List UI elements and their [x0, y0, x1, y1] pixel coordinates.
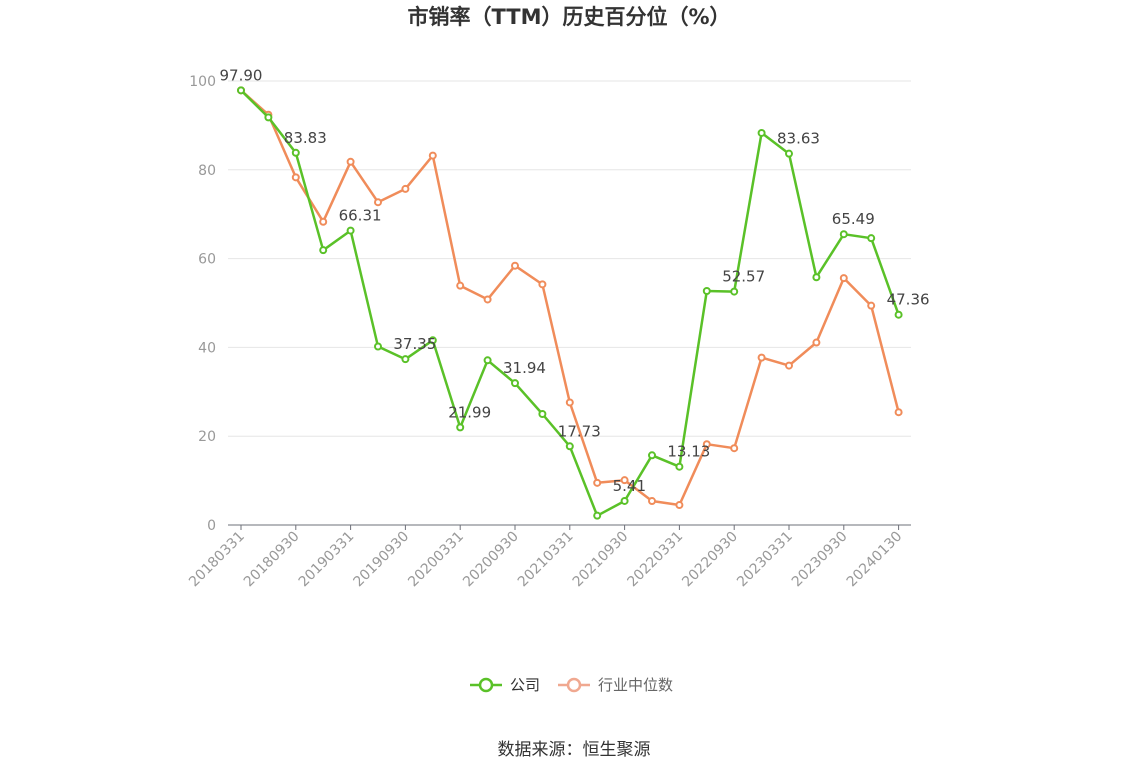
data-point — [867, 234, 876, 243]
x-tick-label: 20210331 — [515, 529, 577, 591]
data-point — [319, 217, 328, 226]
data-point — [456, 423, 465, 432]
data-point — [483, 295, 492, 304]
data-point — [785, 149, 793, 158]
data-point — [401, 355, 410, 364]
y-tick-label: 40 — [198, 340, 216, 356]
data-point — [401, 184, 410, 193]
data-label: 66.31 — [339, 207, 382, 225]
data-label: 65.49 — [832, 210, 875, 228]
data-point — [264, 113, 273, 122]
y-tick-label: 60 — [198, 252, 216, 268]
data-point — [511, 261, 519, 270]
data-labels: 97.90 83.83 66.31 37.35 21.99 31.94 17.73 5.41 1… — [220, 66, 930, 495]
data-label: 31.94 — [503, 359, 546, 377]
data-point — [593, 478, 602, 487]
data-label: 83.83 — [284, 129, 327, 147]
data-point — [291, 173, 300, 182]
data-point — [319, 246, 328, 255]
legend-industry-label: 行业中位数 — [598, 676, 673, 694]
data-point — [511, 379, 519, 388]
data-point — [428, 336, 437, 345]
x-tick-label: 20190331 — [296, 529, 358, 591]
data-point — [620, 496, 629, 505]
data-point — [730, 444, 739, 453]
data-point — [428, 151, 437, 160]
data-point — [593, 511, 602, 520]
data-point — [648, 497, 656, 506]
x-tick-label: 20200930 — [460, 529, 522, 591]
data-point — [757, 128, 766, 137]
y-axis: 0 20 40 60 80 100 — [189, 74, 216, 534]
legend-item-industry-median[interactable]: 行业中位数 — [558, 676, 673, 694]
x-tick-label: 20220930 — [679, 529, 741, 591]
data-label: 21.99 — [448, 403, 491, 421]
x-tick-label: 20230331 — [734, 529, 796, 591]
data-point — [675, 462, 684, 471]
data-point — [675, 501, 684, 510]
data-point — [812, 273, 821, 282]
data-point — [291, 148, 300, 157]
data-point — [730, 287, 739, 296]
data-point — [483, 356, 492, 365]
data-label: 97.90 — [220, 66, 263, 84]
data-point — [620, 476, 629, 485]
data-point — [374, 342, 382, 351]
data-point — [538, 280, 547, 289]
series-line-0 — [240, 89, 900, 517]
x-tick-label: 20230930 — [789, 529, 851, 591]
x-tick-label: 20210930 — [570, 529, 632, 591]
y-tick-label: 80 — [198, 163, 216, 179]
legend-company-label: 公司 — [510, 676, 540, 694]
data-point — [346, 226, 355, 235]
data-label: 83.63 — [777, 130, 820, 148]
x-tick-label: 20180930 — [241, 529, 303, 591]
chart-title: 市销率（TTM）历史百分位（%） — [407, 5, 730, 29]
x-axis: 2018033120180930201903312019093020200331… — [186, 524, 911, 591]
y-tick-label: 0 — [207, 518, 216, 534]
data-point — [785, 361, 793, 370]
data-label: 17.73 — [558, 422, 601, 440]
legend-company-marker — [478, 677, 494, 693]
grid — [228, 80, 911, 437]
data-point — [894, 310, 903, 319]
legend-item-company[interactable]: 公司 — [470, 676, 540, 694]
x-tick-label: 20240130 — [844, 529, 906, 591]
x-tick-label: 20190930 — [351, 529, 413, 591]
data-label: 37.35 — [393, 335, 436, 353]
data-point — [565, 398, 574, 407]
data-point — [867, 301, 876, 310]
data-label: 13.13 — [667, 443, 710, 461]
data-point — [894, 408, 903, 417]
data-point — [237, 86, 245, 95]
data-point — [565, 442, 574, 451]
data-point — [346, 157, 355, 166]
x-tick-label: 20180331 — [186, 529, 248, 591]
data-point — [812, 338, 821, 347]
series-layer — [237, 86, 903, 520]
data-point — [538, 410, 547, 418]
data-point — [839, 230, 848, 239]
data-point — [839, 274, 848, 283]
data-point — [456, 281, 465, 290]
y-tick-label: 20 — [198, 429, 216, 445]
data-label: 52.57 — [722, 268, 765, 286]
data-point — [374, 198, 382, 207]
data-point — [757, 353, 766, 362]
data-point — [702, 440, 711, 449]
legend[interactable]: 公司 行业中位数 — [470, 676, 673, 694]
legend-industry-marker — [566, 677, 582, 693]
data-source: 数据来源：恒生聚源 — [498, 740, 651, 760]
data-point — [702, 287, 711, 296]
data-label: 47.36 — [887, 291, 930, 309]
x-tick-label: 20220331 — [625, 529, 687, 591]
y-tick-label: 100 — [189, 74, 216, 90]
data-point — [648, 451, 656, 460]
x-tick-label: 20200331 — [405, 529, 467, 591]
data-label: 5.41 — [613, 477, 646, 495]
